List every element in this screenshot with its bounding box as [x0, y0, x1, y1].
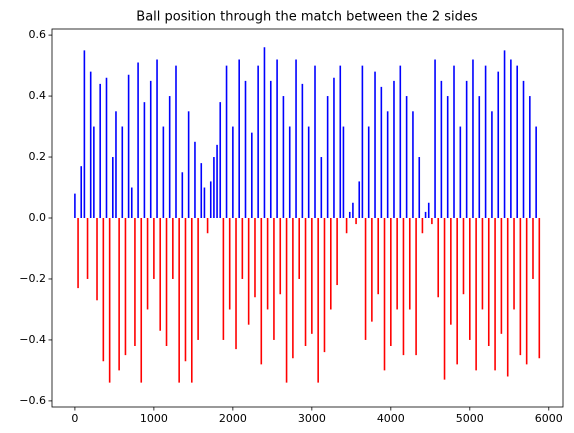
x-tick-label: 5000 — [456, 412, 484, 425]
x-tick-label: 6000 — [535, 412, 563, 425]
y-tick-label: −0.6 — [19, 394, 46, 407]
x-tick-label: 3000 — [298, 412, 326, 425]
y-tick-label: 0.4 — [29, 89, 47, 102]
chart-title: Ball position through the match between … — [136, 10, 478, 25]
x-tick-label: 4000 — [377, 412, 405, 425]
x-tick-label: 0 — [71, 412, 78, 425]
y-tick-label: −0.4 — [19, 333, 46, 346]
x-tick-label: 1000 — [140, 412, 168, 425]
y-tick-label: 0.0 — [29, 211, 47, 224]
y-tick-label: −0.2 — [19, 272, 46, 285]
y-tick-label: 0.2 — [29, 150, 47, 163]
y-tick-label: 0.6 — [29, 28, 47, 41]
x-tick-label: 2000 — [219, 412, 247, 425]
